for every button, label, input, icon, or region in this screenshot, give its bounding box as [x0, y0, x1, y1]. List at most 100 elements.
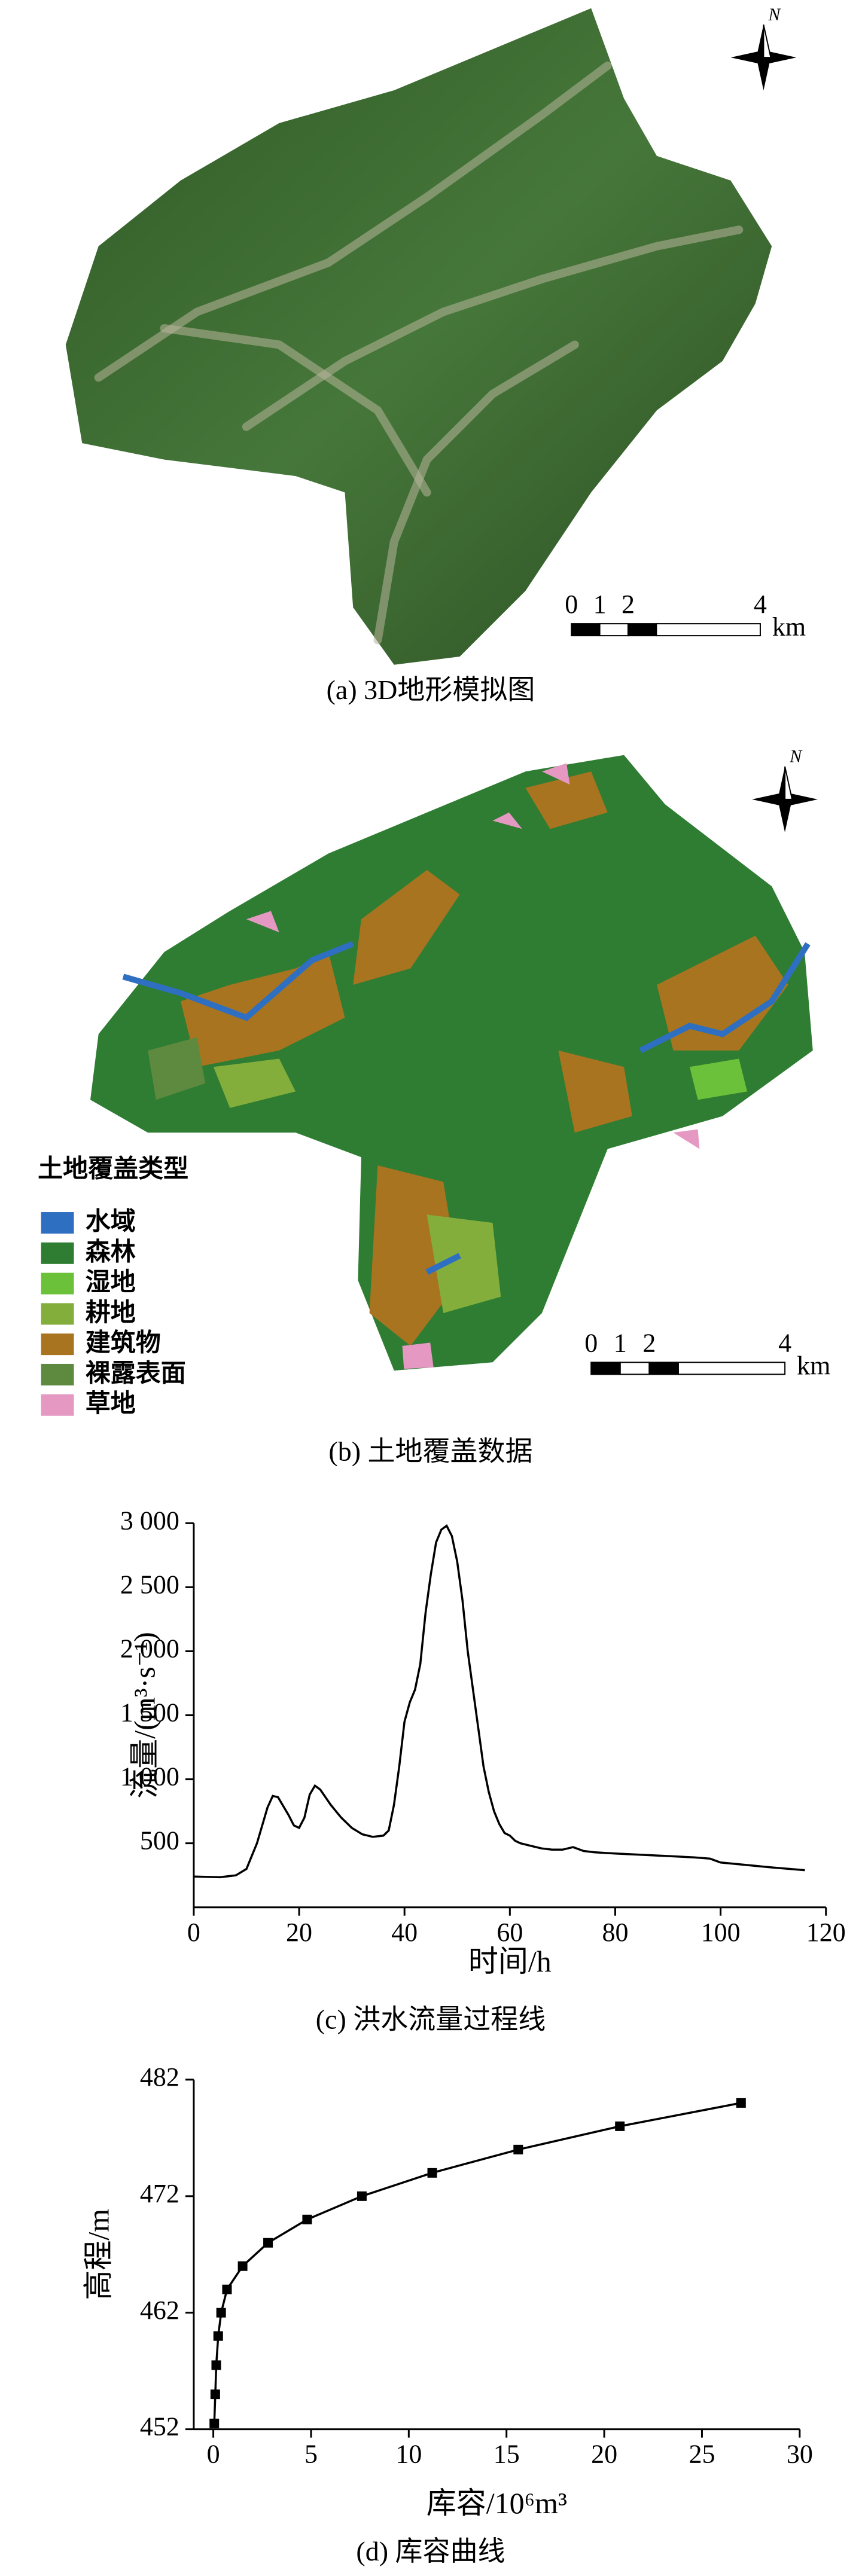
legend-swatch — [41, 1242, 74, 1264]
land-patch — [657, 935, 788, 1051]
north-label: N — [789, 747, 803, 767]
x-tick-label: 25 — [689, 2440, 715, 2469]
legend-swatch — [41, 1212, 74, 1234]
y-tick-label: 452 — [140, 2412, 179, 2441]
scale-label: 1 — [593, 590, 607, 619]
y-tick-label: 500 — [140, 1826, 179, 1855]
y-tick-label: 2 000 — [120, 1634, 179, 1664]
land-patch — [541, 763, 570, 785]
river — [425, 1253, 461, 1275]
valley — [160, 324, 431, 497]
scale-bar — [677, 1362, 786, 1375]
land-patch — [402, 1342, 434, 1369]
legend-label: 裸露表面 — [86, 1358, 186, 1387]
x-tick-label: 15 — [494, 2440, 520, 2469]
x-tick-label: 10 — [395, 2440, 422, 2469]
scale-label: 0 — [565, 590, 578, 619]
y-tick-label: 482 — [140, 2062, 179, 2092]
river — [122, 941, 355, 1021]
land-patch — [246, 911, 279, 933]
y-tick-label: 472 — [140, 2179, 179, 2208]
x-tick-label: 120 — [806, 1918, 846, 1947]
legend-label: 建筑物 — [86, 1328, 161, 1357]
caption: (a) 3D地形模拟图 — [327, 674, 535, 705]
legend-swatch — [41, 1363, 74, 1385]
y-tick-label: 3 000 — [120, 1506, 179, 1535]
legend-swatch — [41, 1272, 74, 1295]
data-point — [427, 2168, 437, 2178]
scale-bar — [571, 623, 601, 637]
scale-bar — [590, 1362, 621, 1375]
data-point — [513, 2144, 523, 2154]
x-tick-label: 5 — [304, 2440, 318, 2469]
data-point — [216, 2308, 226, 2318]
valley — [94, 61, 612, 382]
scale-label: 2 — [622, 590, 635, 619]
scale-bar — [656, 623, 761, 637]
x-tick-label: 20 — [286, 1918, 312, 1947]
scale-unit: km — [772, 612, 806, 642]
terrain-map — [65, 8, 772, 665]
x-tick-label: 80 — [602, 1918, 628, 1947]
y-axis-label: 流量/(m³·s⁻¹) — [128, 1632, 162, 1799]
land-patch — [492, 812, 522, 829]
x-tick-label: 0 — [187, 1918, 200, 1947]
land-patch — [369, 1165, 460, 1346]
x-tick-label: 60 — [497, 1918, 523, 1947]
valley — [242, 225, 744, 431]
data-point — [210, 2389, 220, 2400]
y-tick-label: 462 — [140, 2296, 179, 2325]
scale-label: 4 — [778, 1328, 791, 1357]
land-patch — [558, 1050, 632, 1133]
scale-label: 1 — [614, 1328, 627, 1357]
legend-swatch — [41, 1303, 74, 1325]
x-tick-label: 20 — [591, 2440, 617, 2469]
scale-bar — [627, 623, 657, 637]
data-point — [209, 2418, 220, 2428]
data-line — [193, 1524, 805, 1879]
data-point — [222, 2284, 232, 2294]
scale-unit: km — [797, 1351, 830, 1380]
data-point — [615, 2121, 625, 2131]
data-point — [213, 2331, 223, 2341]
caption: (b) 土地覆盖数据 — [328, 1436, 532, 1467]
legend-label: 湿地 — [86, 1267, 136, 1296]
land-cover-map — [90, 755, 813, 1371]
x-axis-label: 时间/h — [468, 1945, 552, 1978]
data-point — [263, 2238, 273, 2248]
y-tick-label: 2 500 — [120, 1570, 179, 1600]
caption: (c) 洪水流量过程线 — [316, 2004, 546, 2034]
data-point — [736, 2098, 746, 2108]
legend-swatch — [41, 1394, 74, 1416]
land-patch — [353, 869, 460, 985]
legend-title: 土地覆盖类型 — [38, 1154, 188, 1183]
x-tick-label: 100 — [701, 1918, 741, 1947]
x-tick-label: 40 — [391, 1918, 418, 1947]
scale-bar — [619, 1362, 650, 1375]
data-point — [302, 2214, 312, 2224]
scale-bar — [648, 1362, 679, 1375]
legend-label: 草地 — [86, 1388, 136, 1418]
legend-label: 水域 — [86, 1207, 136, 1236]
scale-label: 4 — [754, 590, 767, 619]
north-arrow — [784, 766, 793, 800]
y-tick-label: 1 000 — [120, 1762, 179, 1791]
data-line — [213, 2102, 742, 2424]
legend-label: 耕地 — [86, 1298, 136, 1327]
river — [639, 942, 811, 1054]
x-axis-label: 库容/10⁶m³ — [427, 2486, 567, 2520]
land-patch — [689, 1058, 747, 1100]
land-patch — [427, 1214, 501, 1313]
scale-label: 0 — [584, 1328, 598, 1357]
land-patch — [525, 771, 608, 829]
land-patch — [213, 1058, 296, 1108]
x-tick-label: 0 — [207, 2440, 220, 2469]
y-tick-label: 1 500 — [120, 1698, 179, 1727]
legend-swatch — [41, 1333, 74, 1356]
north-label: N — [767, 5, 781, 25]
land-patch — [148, 1037, 206, 1100]
scale-bar — [599, 623, 629, 637]
land-patch — [180, 952, 345, 1067]
